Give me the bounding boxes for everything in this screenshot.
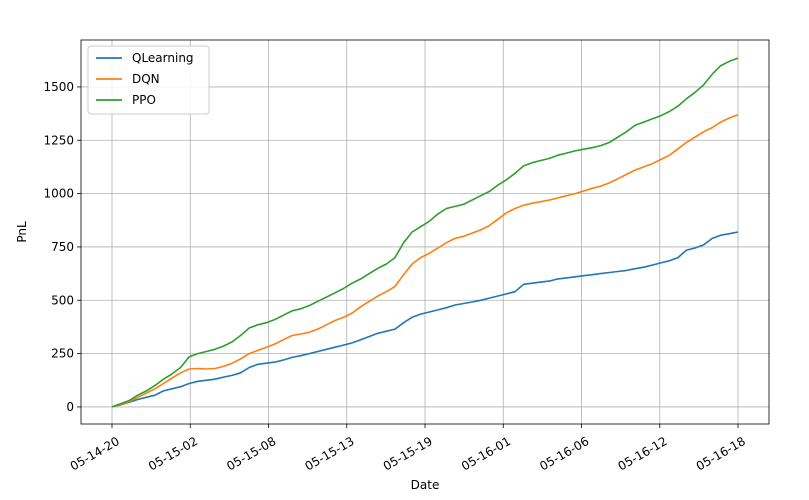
legend: QLearning DQN PPO xyxy=(87,45,210,115)
y-tick-label: 0 xyxy=(66,400,74,414)
series-line-ppo xyxy=(111,57,739,408)
legend-label-qlearning: QLearning xyxy=(132,51,194,65)
y-tick-label: 1250 xyxy=(43,133,74,147)
legend-box xyxy=(87,45,210,115)
x-axis-label: Date xyxy=(411,478,440,492)
series-line-dqn xyxy=(111,113,739,408)
y-tick-label: 500 xyxy=(51,293,74,307)
y-tick-label: 1000 xyxy=(43,187,74,201)
legend-label-ppo: PPO xyxy=(132,93,156,107)
y-tick-label: 750 xyxy=(51,240,74,254)
series-line-qlearning xyxy=(111,231,739,408)
y-axis-label: PnL xyxy=(15,221,29,243)
grid-lines xyxy=(81,40,769,424)
y-axis-ticks: 0 250 500 750 1000 1250 1500 xyxy=(43,80,81,414)
y-tick-label: 1500 xyxy=(43,80,74,94)
legend-label-dqn: DQN xyxy=(132,72,160,86)
series-lines xyxy=(111,57,739,408)
y-tick-label: 250 xyxy=(51,347,74,361)
